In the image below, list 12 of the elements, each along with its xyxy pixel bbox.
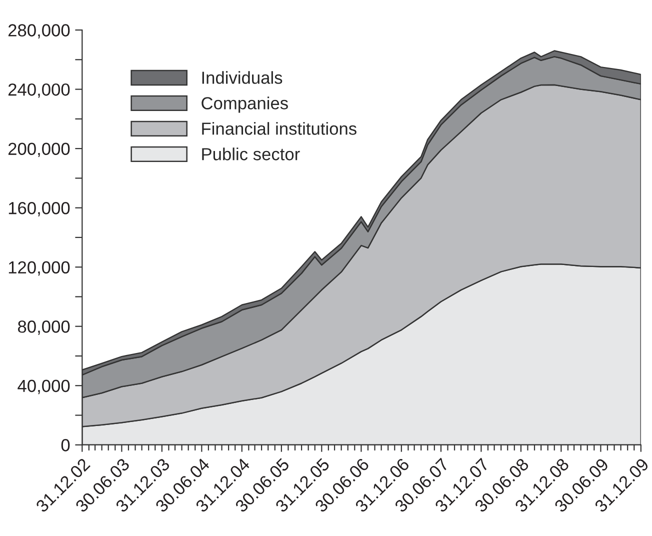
legend-label: Companies xyxy=(202,96,288,113)
legend-label: Public sector xyxy=(202,148,300,160)
legend-label: Financial institutions xyxy=(202,122,356,135)
y-tick-label: 200,000 xyxy=(8,142,70,158)
y-tick-label: 40,000 xyxy=(18,380,70,394)
y-tick-label: 0 xyxy=(61,439,70,452)
y-tick-label: 80,000 xyxy=(18,320,70,335)
y-tick-label: 240,000 xyxy=(8,83,70,98)
y-tick-label: 120,000 xyxy=(8,261,70,276)
legend-label: Individuals xyxy=(202,71,282,84)
y-tick-label: 280,000 xyxy=(8,24,70,39)
y-tick-label: 160,000 xyxy=(8,202,70,216)
